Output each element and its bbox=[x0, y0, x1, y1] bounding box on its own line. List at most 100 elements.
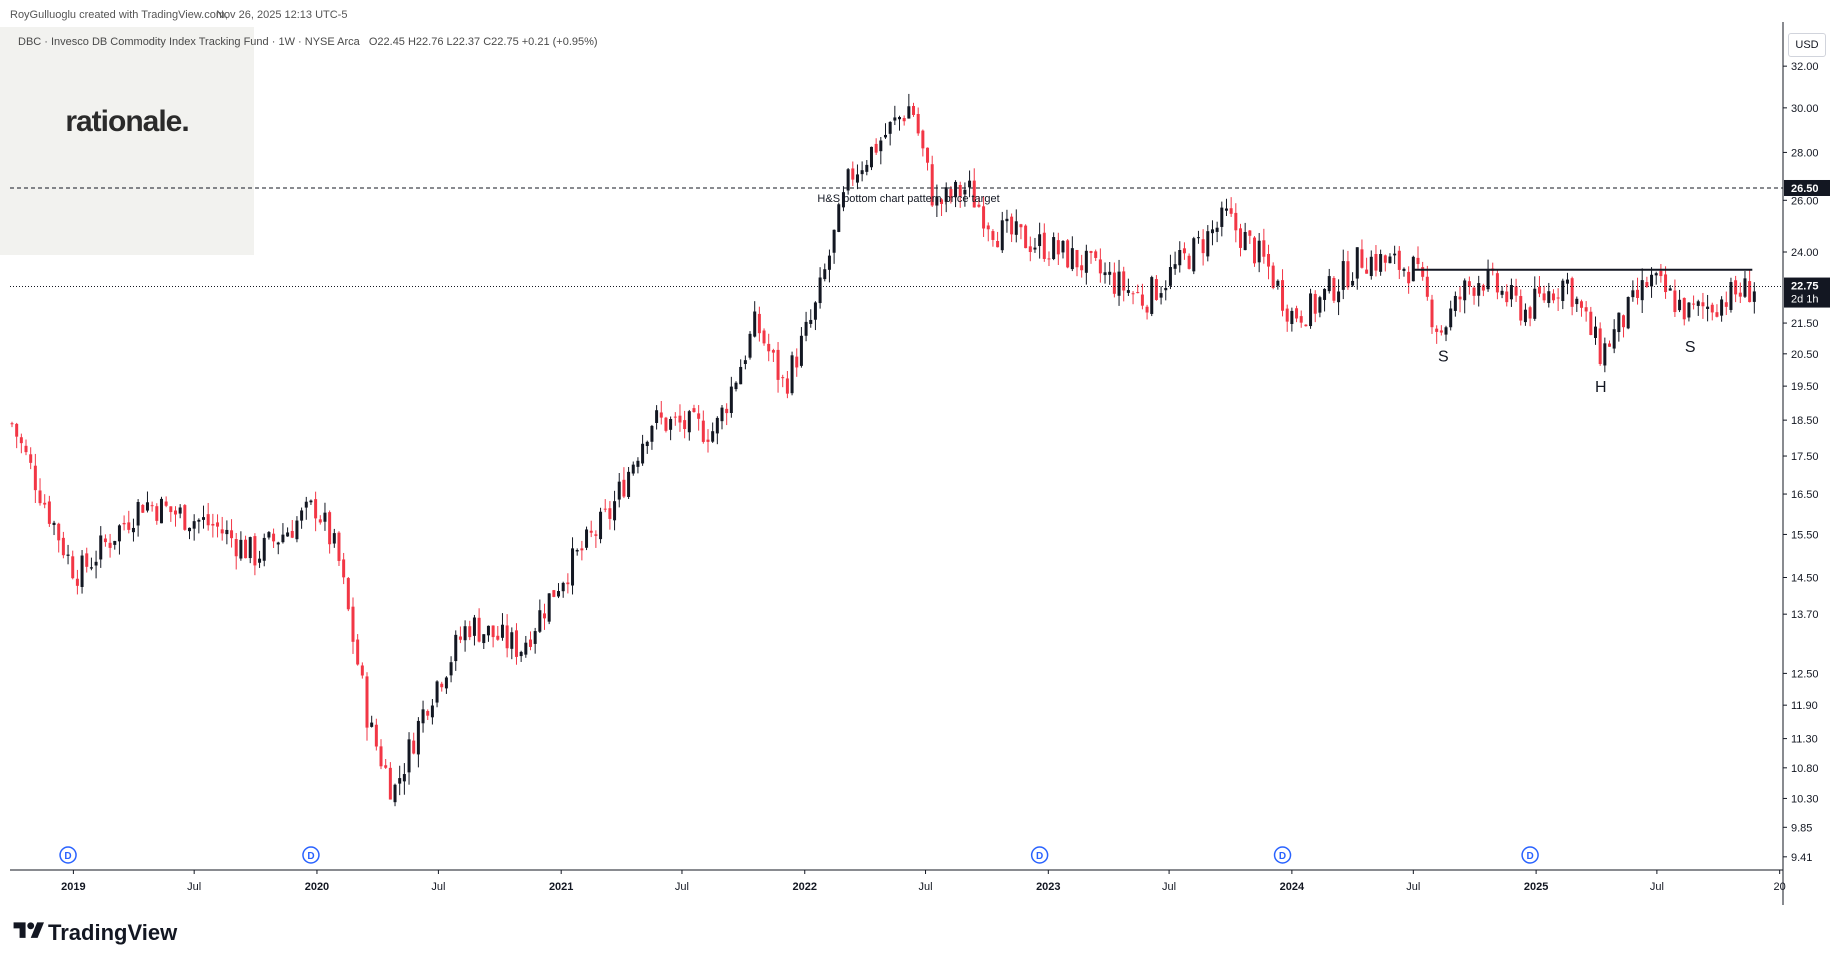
candle-body bbox=[776, 349, 780, 380]
candle-body bbox=[1659, 270, 1663, 277]
candle-body bbox=[374, 724, 378, 747]
candle-body bbox=[1196, 237, 1200, 239]
candle-body bbox=[169, 506, 173, 513]
candle-body bbox=[1337, 291, 1341, 303]
candle-body bbox=[1752, 291, 1756, 302]
candle-body bbox=[790, 355, 794, 394]
candle-body bbox=[113, 540, 117, 545]
candle-body bbox=[1449, 308, 1453, 328]
watermark-logo: rationale. bbox=[65, 105, 189, 138]
candle-body bbox=[538, 610, 542, 632]
candle-body bbox=[944, 187, 948, 202]
time-axis[interactable]: 2019 Jul 2020 Jul 2021 Jul 2022 Jul 2023 Jul 2024 J… bbox=[10, 846, 1786, 893]
candle-body bbox=[1407, 271, 1411, 284]
candle-body bbox=[851, 168, 855, 180]
dividend-marker-icon[interactable] bbox=[59, 846, 77, 864]
candle-body bbox=[1351, 280, 1355, 286]
bar-countdown-label: 2d 1h bbox=[1791, 294, 1819, 306]
candle-body bbox=[528, 639, 532, 647]
dividend-marker-icon[interactable] bbox=[1273, 846, 1292, 864]
dividend-marker-icon[interactable] bbox=[1030, 846, 1049, 864]
candle-body bbox=[874, 143, 878, 153]
candle-body bbox=[230, 530, 234, 539]
candle-body bbox=[192, 521, 196, 529]
candle-body bbox=[813, 302, 817, 320]
time-axis-tick-label: 2020 bbox=[305, 881, 329, 893]
candle-body bbox=[178, 507, 182, 514]
candle-body bbox=[692, 408, 696, 412]
candle-body bbox=[785, 378, 789, 394]
candle-body bbox=[655, 410, 659, 423]
candle-body bbox=[300, 510, 304, 521]
candle-body bbox=[753, 311, 757, 337]
candle-body bbox=[916, 113, 920, 134]
candle-body bbox=[1533, 288, 1537, 319]
candle-body bbox=[1537, 286, 1541, 294]
candle-body bbox=[1070, 248, 1074, 270]
price-axis-tick-label: 24.00 bbox=[1791, 247, 1819, 259]
symbol-exchange: NYSE Arca bbox=[304, 36, 360, 48]
candle-body bbox=[841, 192, 845, 208]
candle-body bbox=[1000, 220, 1004, 251]
candle-body bbox=[1645, 282, 1649, 287]
candle-body bbox=[267, 532, 271, 538]
candle-body bbox=[1561, 280, 1565, 302]
candle-body bbox=[1182, 248, 1186, 254]
candle-body bbox=[276, 542, 280, 545]
candle-body bbox=[673, 416, 677, 418]
candle-body bbox=[1234, 212, 1238, 231]
candle-body bbox=[351, 606, 355, 642]
candle-body bbox=[1206, 231, 1210, 257]
candle-body bbox=[1304, 324, 1308, 327]
candle-body bbox=[571, 548, 575, 586]
dividend-marker-icon[interactable] bbox=[1521, 846, 1539, 864]
candle-body bbox=[1271, 265, 1275, 288]
candle-body bbox=[1631, 290, 1635, 298]
candle-body bbox=[356, 639, 360, 665]
candle-body bbox=[1229, 208, 1233, 214]
candle-body bbox=[757, 313, 761, 334]
candle-body bbox=[1720, 299, 1724, 316]
symbol-legend[interactable]: DBC · Invesco DB Commodity Index Trackin… bbox=[18, 36, 598, 48]
candle-body bbox=[379, 746, 383, 767]
candle-body bbox=[622, 479, 626, 497]
candle-body bbox=[1598, 328, 1602, 364]
price-axis-tick-label: 19.50 bbox=[1791, 381, 1819, 393]
candle-body bbox=[1636, 289, 1640, 298]
candle-body bbox=[234, 538, 238, 557]
candle-body bbox=[99, 535, 103, 560]
price-axis-tick-label: 10.30 bbox=[1791, 793, 1819, 805]
candle-body bbox=[1243, 231, 1247, 251]
candle-body bbox=[1416, 257, 1420, 265]
candle-body bbox=[608, 508, 612, 519]
candle-body bbox=[188, 527, 192, 532]
candle-body bbox=[986, 225, 990, 230]
candle-body bbox=[557, 591, 561, 597]
candle-body bbox=[954, 181, 958, 198]
candle-body bbox=[701, 420, 705, 442]
candle-body bbox=[416, 720, 420, 755]
last-price-badge bbox=[1784, 277, 1830, 308]
currency-selector[interactable]: USD bbox=[1788, 33, 1826, 57]
candle-body bbox=[827, 255, 831, 270]
candle-body bbox=[197, 519, 201, 522]
dividend-marker-icon[interactable] bbox=[302, 846, 320, 864]
candle-body bbox=[1173, 264, 1177, 269]
price-axis[interactable]: 32.00 30.00 28.00 26.00 24.00 21.50 20.50 19.50… bbox=[1782, 22, 1830, 905]
candle-body bbox=[211, 523, 215, 526]
candle-body bbox=[739, 366, 743, 385]
candle-body bbox=[809, 319, 813, 324]
candle-body bbox=[1140, 294, 1144, 306]
symbol-interval: 1W bbox=[278, 36, 295, 48]
candle-body bbox=[1318, 297, 1322, 313]
candle-body bbox=[1346, 261, 1350, 288]
chart-annotations: H&S bottom chart pattern price target S H S bbox=[10, 187, 1783, 396]
candle-body bbox=[1589, 311, 1593, 335]
candle-body bbox=[309, 500, 313, 503]
candle-body bbox=[1154, 279, 1158, 300]
candle-body bbox=[958, 184, 962, 197]
candle-body bbox=[561, 582, 565, 592]
candle-body bbox=[1098, 259, 1102, 274]
candle-body bbox=[823, 269, 827, 280]
